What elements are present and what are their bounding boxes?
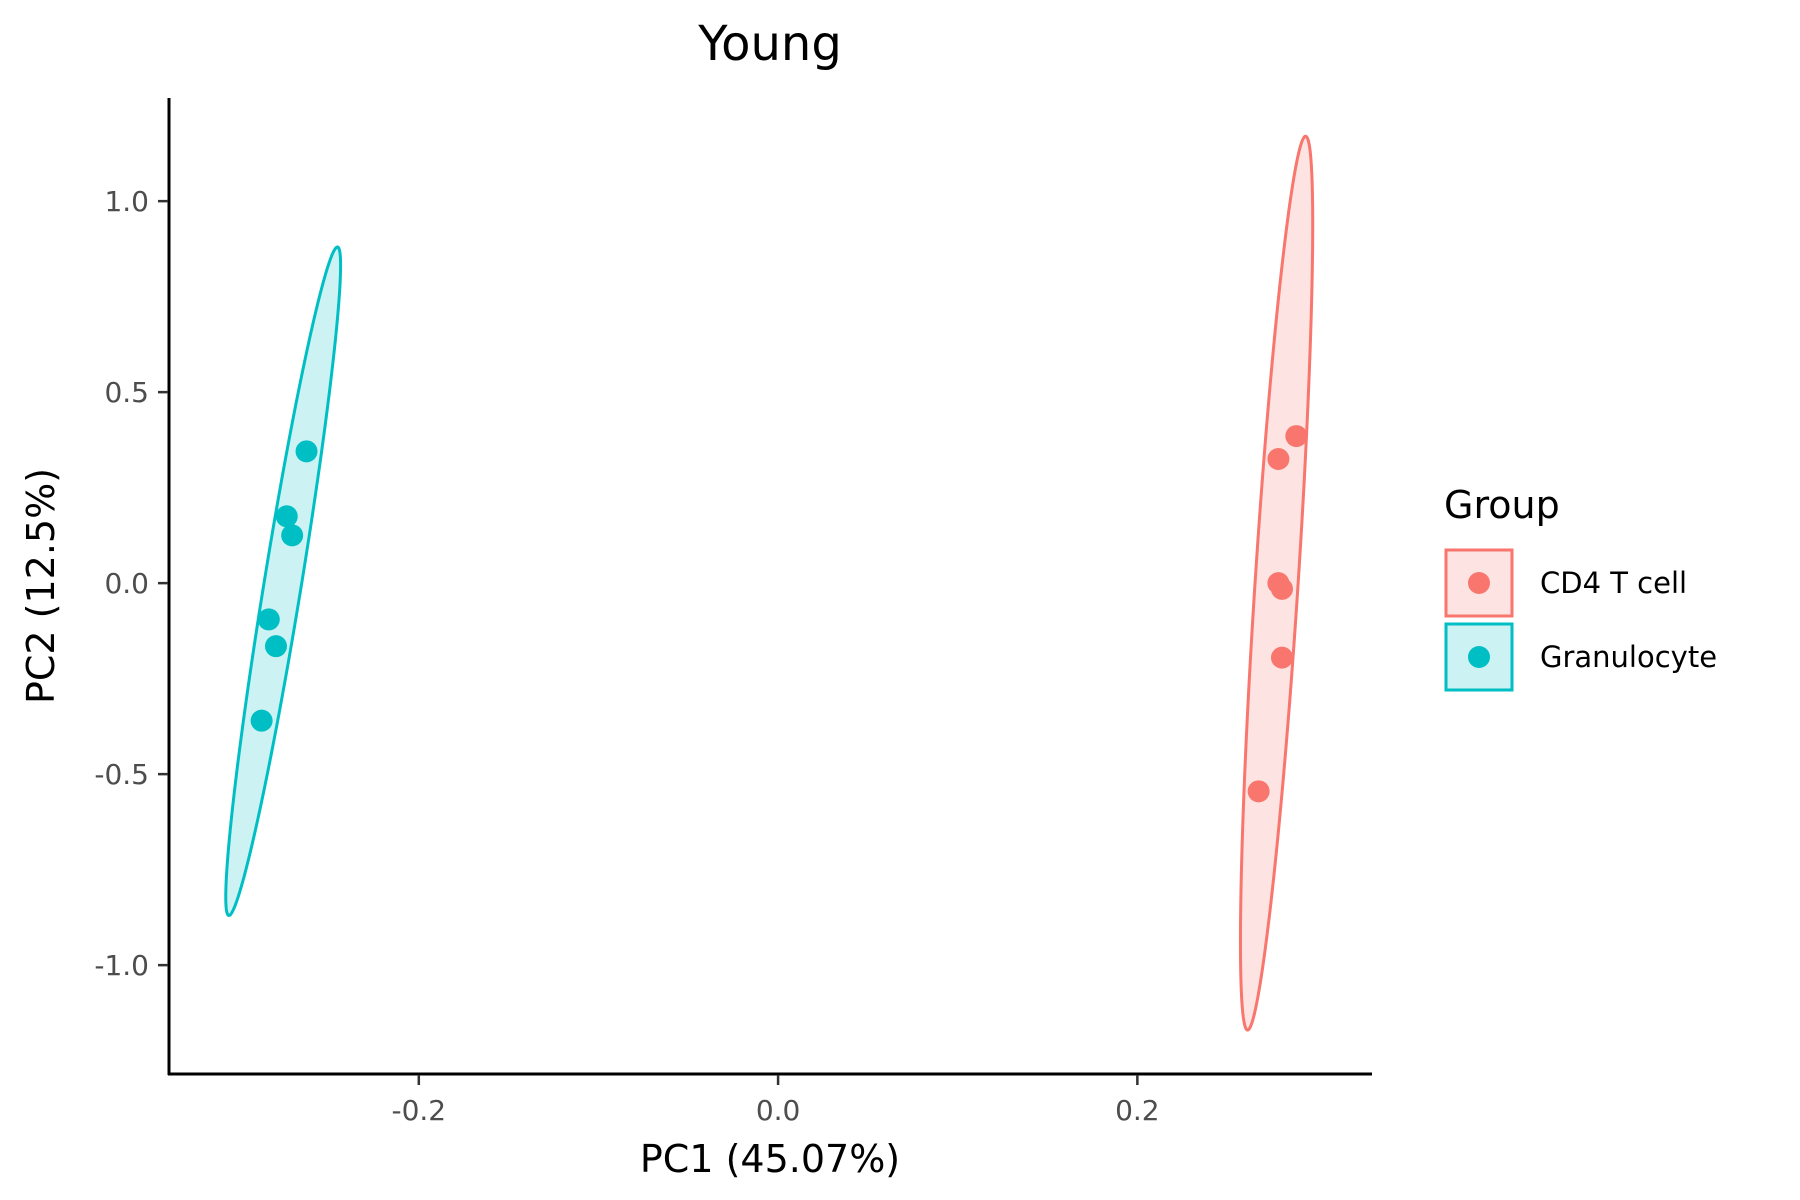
data-point xyxy=(250,709,273,732)
data-point xyxy=(281,524,304,547)
ellipse-layer xyxy=(224,134,1315,1032)
chart-title: Young xyxy=(697,16,842,72)
data-point xyxy=(1270,646,1293,669)
legend-key-point xyxy=(1468,572,1490,594)
y-tick-label: -1.0 xyxy=(94,949,149,982)
y-axis-title: PC2 (12.5%) xyxy=(19,468,63,704)
data-point xyxy=(1267,447,1290,470)
data-point xyxy=(1247,780,1270,803)
y-tick-label: 0.0 xyxy=(104,567,149,600)
data-point xyxy=(295,440,318,463)
legend-items: CD4 T cell Granulocyte xyxy=(1444,548,1717,692)
y-tick-label: 0.5 xyxy=(104,376,149,409)
y-tick-label: 1.0 xyxy=(104,185,149,218)
confidence-ellipse xyxy=(224,245,343,918)
y-tick-label: -0.5 xyxy=(94,758,149,791)
legend-label: Granulocyte xyxy=(1540,640,1717,674)
plot-area xyxy=(224,134,1315,1032)
data-point xyxy=(275,505,298,528)
x-tick-label: 0.2 xyxy=(1115,1094,1160,1127)
x-tick-label: -0.2 xyxy=(391,1094,446,1127)
data-point xyxy=(264,635,287,658)
legend-label: CD4 T cell xyxy=(1540,566,1687,600)
legend-title: Group xyxy=(1444,483,1560,527)
x-tick-label: 0.0 xyxy=(756,1094,801,1127)
x-axis-title: PC1 (45.07%) xyxy=(640,1137,900,1181)
data-point xyxy=(1270,577,1293,600)
x-axis-ticks: -0.2 0.0 0.2 xyxy=(391,1075,1160,1127)
data-point xyxy=(257,608,280,631)
points-layer xyxy=(250,425,1308,803)
data-point xyxy=(1285,425,1308,448)
legend-key-point xyxy=(1468,646,1490,668)
y-axis-ticks: -1.0 -0.5 0.0 0.5 1.0 xyxy=(94,185,168,982)
legend: Group CD4 T cell Granulocyte xyxy=(1444,483,1717,692)
